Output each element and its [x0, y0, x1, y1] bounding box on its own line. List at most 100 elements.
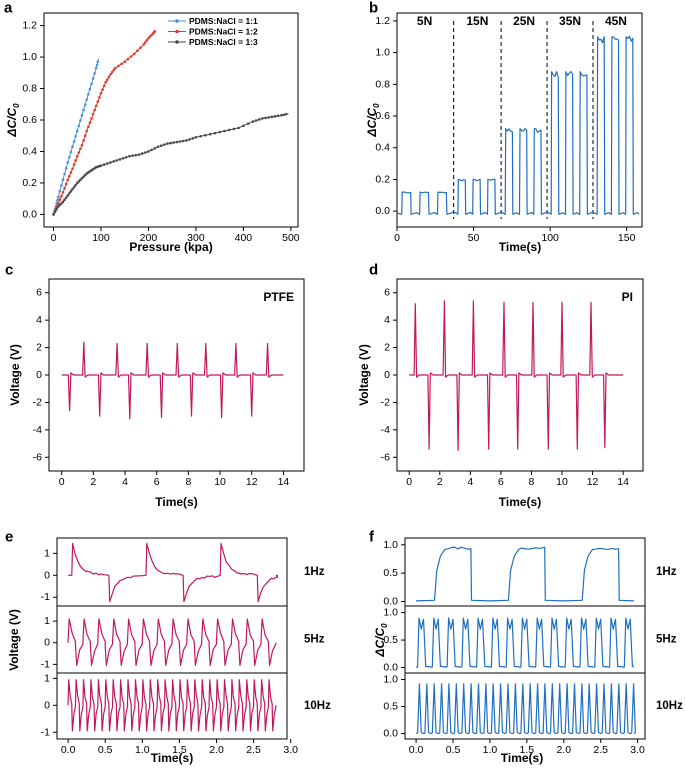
- data-point: [261, 117, 264, 120]
- data-point: [87, 92, 90, 96]
- y-tick-label: 0: [44, 637, 50, 649]
- panel-letter-e: e: [5, 529, 13, 546]
- data-point: [75, 154, 79, 158]
- data-point: [75, 181, 79, 185]
- voltage-signal: [67, 618, 277, 667]
- y-tick-label: 1.0: [383, 673, 398, 685]
- data-point: [91, 112, 95, 116]
- y-tick-label: 2: [384, 342, 390, 354]
- x-tick-label: 3.0: [630, 744, 645, 756]
- data-point: [85, 129, 89, 133]
- y-axis-label: ΔC/C0: [5, 103, 21, 138]
- y-tick-label: 0.2: [22, 177, 37, 189]
- x-tick-label: 300: [187, 232, 205, 244]
- data-point: [80, 143, 84, 147]
- data-point: [148, 35, 152, 38]
- data-point: [232, 127, 236, 131]
- x-tick-label: 2.5: [246, 744, 261, 756]
- data-point: [60, 202, 63, 205]
- data-point: [72, 140, 76, 143]
- data-point: [140, 152, 144, 155]
- y-tick-label: 1.0: [383, 607, 398, 619]
- data-point: [132, 52, 136, 56]
- y-tick-label: 0: [44, 699, 50, 711]
- plot-frame-f-2: [404, 672, 646, 740]
- data-point: [91, 77, 95, 80]
- data-point: [64, 182, 68, 186]
- data-point: [68, 174, 71, 178]
- data-point: [74, 183, 77, 187]
- x-tick-label: 1.0: [135, 744, 150, 756]
- data-point: [139, 46, 142, 49]
- data-point: [143, 41, 147, 44]
- x-tick-label: 100: [92, 232, 110, 244]
- data-point: [102, 84, 106, 88]
- y-tick-label: 0.4: [22, 145, 37, 157]
- frequency-label: 5Hz: [304, 634, 325, 646]
- force-label: 15N: [466, 14, 488, 28]
- data-point: [153, 30, 157, 33]
- data-point: [172, 141, 176, 144]
- y-tick-label: 0: [384, 369, 390, 381]
- data-point: [145, 38, 149, 42]
- data-point: [110, 70, 114, 74]
- plot-frame-f-0: [404, 537, 646, 607]
- data-point: [178, 140, 182, 143]
- data-point: [147, 150, 150, 153]
- x-tick-label: 12: [587, 476, 599, 488]
- data-point: [109, 73, 112, 76]
- data-point: [117, 64, 120, 68]
- y-tick-label: 0.5: [383, 701, 398, 713]
- data-point: [254, 119, 258, 122]
- data-point: [58, 203, 62, 207]
- data-point: [85, 98, 89, 101]
- x-tick-label: 0.0: [409, 744, 424, 756]
- x-tick-label: 0: [394, 232, 400, 244]
- x-tick-label: 200: [140, 232, 158, 244]
- x-tick-label: 2.0: [556, 744, 571, 756]
- data-point: [90, 82, 93, 86]
- x-tick-label: 12: [246, 476, 258, 488]
- data-point: [142, 43, 146, 46]
- data-point: [123, 60, 127, 64]
- series-line: [53, 113, 289, 215]
- data-point: [71, 167, 74, 171]
- data-point: [74, 134, 77, 138]
- data-point: [128, 154, 131, 158]
- x-tick-label: 4: [467, 476, 473, 488]
- x-axis-label: Time(s): [499, 240, 541, 254]
- panel-letter-d: d: [369, 262, 378, 279]
- x-axis-label: Time(s): [501, 751, 543, 765]
- data-point: [188, 138, 191, 141]
- legend-label: PDMS:NaCl = 1:2: [189, 27, 258, 37]
- data-point: [66, 161, 70, 164]
- data-point: [95, 63, 99, 67]
- x-tick-label: 0: [59, 476, 65, 488]
- panel-letter-a: a: [4, 0, 13, 17]
- data-point: [90, 117, 93, 120]
- x-tick-label: 150: [618, 232, 636, 244]
- voltage-signal: [409, 300, 624, 451]
- data-point: [79, 119, 82, 122]
- y-tick-label: 0.8: [22, 83, 37, 95]
- frequency-label: 5Hz: [656, 634, 677, 646]
- y-tick-label: -6: [33, 451, 42, 463]
- data-point: [58, 198, 62, 202]
- plot-frame-f-1: [404, 605, 646, 674]
- data-point: [52, 213, 55, 216]
- x-tick-label: 3.0: [283, 744, 298, 756]
- data-point: [204, 133, 207, 137]
- y-tick-label: 6: [36, 287, 42, 299]
- data-point: [64, 166, 68, 170]
- y-tick-label: 1.0: [383, 539, 398, 551]
- data-point: [282, 113, 286, 117]
- y-tick-label: 0: [36, 369, 42, 381]
- legend-marker: [175, 29, 179, 34]
- data-point: [251, 120, 255, 123]
- data-point: [194, 136, 198, 139]
- y-tick-label: 0.0: [383, 728, 398, 740]
- data-point: [246, 122, 250, 125]
- frequency-label: 1Hz: [656, 566, 677, 578]
- data-point: [106, 78, 109, 81]
- plot-frame-b: [396, 12, 643, 228]
